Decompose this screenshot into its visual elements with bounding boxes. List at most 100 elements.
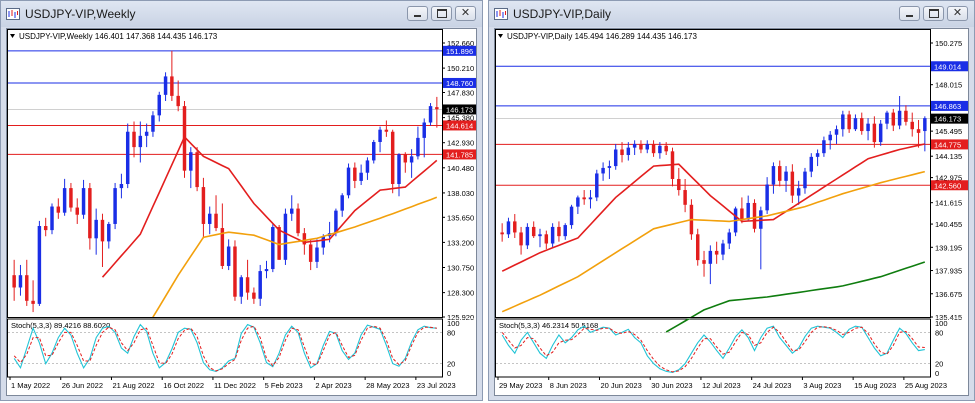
candle-body bbox=[790, 171, 795, 196]
candle-body bbox=[271, 227, 275, 270]
chart-header: USDJPY-VIP,Weekly 146.401 147.368 144.43… bbox=[19, 32, 218, 41]
daily-chart-area[interactable]: USDJPY-VIP,Daily 145.494 146.289 144.435… bbox=[494, 28, 969, 396]
candle bbox=[544, 230, 549, 250]
candle bbox=[607, 160, 612, 179]
candle-body bbox=[207, 213, 212, 224]
candle bbox=[397, 153, 401, 197]
candle-body bbox=[550, 226, 555, 244]
moving-average-line bbox=[152, 196, 438, 318]
candle bbox=[62, 178, 67, 216]
daily-chart[interactable]: USDJPY-VIP,Daily 145.494 146.289 144.435… bbox=[495, 29, 969, 396]
candle-body bbox=[176, 95, 180, 107]
y-tick-label: 144.135 bbox=[935, 152, 962, 161]
candle bbox=[765, 177, 769, 215]
stoch-y-tick: 0 bbox=[447, 369, 451, 378]
y-tick-label: 145.495 bbox=[935, 127, 962, 136]
panel-gap bbox=[7, 318, 476, 319]
daily-maximize-button[interactable] bbox=[923, 6, 944, 21]
y-tick-label: 148.015 bbox=[935, 81, 962, 90]
price-level-tag bbox=[443, 104, 476, 115]
daily-minimize-button[interactable] bbox=[899, 6, 920, 21]
candle bbox=[588, 190, 593, 209]
candle bbox=[746, 195, 750, 222]
daily-close-button[interactable]: ✕ bbox=[947, 6, 968, 21]
candle bbox=[557, 221, 561, 242]
candle-body bbox=[37, 226, 42, 304]
y-tick-label: 136.675 bbox=[935, 290, 962, 299]
candle bbox=[513, 214, 517, 238]
candle-body bbox=[43, 226, 48, 231]
daily-chart-window[interactable]: USDJPY-VIP,Daily ✕ USDJPY-VIP,Daily 145.… bbox=[488, 0, 975, 401]
candle-body bbox=[923, 118, 927, 132]
candle bbox=[828, 131, 832, 150]
candle-body bbox=[384, 129, 389, 132]
candle bbox=[620, 142, 624, 163]
candle bbox=[384, 120, 389, 137]
candle bbox=[613, 143, 618, 170]
weekly-close-button[interactable]: ✕ bbox=[455, 6, 476, 21]
candle bbox=[359, 164, 363, 186]
weekly-chart-window[interactable]: USDJPY-VIP,Weekly ✕ USDJPY-VIP,Weekly 14… bbox=[0, 0, 483, 401]
candle-body bbox=[302, 233, 307, 245]
candle-body bbox=[25, 275, 29, 301]
candle-body bbox=[620, 149, 624, 156]
candle-body bbox=[220, 228, 225, 266]
x-tick-label: 21 Aug 2022 bbox=[112, 381, 154, 390]
candle bbox=[214, 195, 218, 232]
price-level-tag bbox=[931, 139, 968, 150]
candle bbox=[25, 259, 29, 306]
candle bbox=[100, 213, 105, 267]
candle-body bbox=[557, 226, 561, 237]
stoch-signal-line bbox=[501, 326, 925, 373]
candle bbox=[69, 182, 73, 212]
candle-body bbox=[308, 244, 313, 262]
candle-body bbox=[18, 275, 23, 288]
candle-body bbox=[803, 171, 807, 189]
candle bbox=[239, 275, 244, 304]
candle bbox=[872, 116, 877, 148]
weekly-maximize-button[interactable] bbox=[431, 6, 452, 21]
daily-title-bar[interactable]: USDJPY-VIP,Daily ✕ bbox=[489, 1, 974, 27]
y-tick-label: 142.975 bbox=[935, 174, 962, 183]
moving-average-line bbox=[665, 261, 926, 333]
dropdown-triangle-icon bbox=[10, 34, 15, 38]
weekly-chart-area[interactable]: USDJPY-VIP,Weekly 146.401 147.368 144.43… bbox=[6, 28, 477, 396]
candle bbox=[144, 123, 149, 148]
candle bbox=[119, 173, 124, 199]
candle bbox=[563, 223, 567, 240]
candle-body bbox=[525, 226, 530, 246]
candle-body bbox=[702, 260, 706, 264]
candle-body bbox=[56, 206, 61, 213]
candle-body bbox=[340, 195, 344, 211]
weekly-title-bar[interactable]: USDJPY-VIP,Weekly ✕ bbox=[1, 1, 482, 27]
candle-body bbox=[365, 160, 370, 173]
candle-body bbox=[94, 219, 98, 239]
weekly-minimize-button[interactable] bbox=[407, 6, 428, 21]
candle-body bbox=[201, 187, 206, 224]
candle bbox=[500, 223, 504, 242]
moving-average-line bbox=[501, 143, 925, 272]
candle bbox=[163, 72, 168, 101]
candle bbox=[771, 162, 776, 194]
stoch-panel bbox=[7, 318, 443, 378]
candle-body bbox=[538, 234, 542, 237]
chart-window-icon bbox=[494, 8, 508, 20]
candle-body bbox=[290, 208, 294, 214]
candle bbox=[910, 112, 914, 137]
y-tick-label: 138.030 bbox=[447, 189, 474, 198]
stoch-y-tick: 80 bbox=[935, 328, 943, 337]
stoch-label: Stoch(5,3,3) 89.4216 88.6020 bbox=[11, 321, 110, 330]
candle bbox=[201, 177, 206, 239]
price-level-label: 144.775 bbox=[934, 140, 961, 149]
weekly-chart[interactable]: USDJPY-VIP,Weekly 146.401 147.368 144.43… bbox=[7, 29, 477, 396]
candle-body bbox=[639, 143, 643, 150]
candle-body bbox=[258, 271, 262, 299]
price-level-label: 146.173 bbox=[934, 115, 961, 124]
candle-body bbox=[847, 114, 851, 130]
candle bbox=[189, 147, 193, 189]
x-tick-label: 2 Apr 2023 bbox=[315, 381, 351, 390]
candle bbox=[233, 240, 237, 301]
price-level-tag bbox=[443, 149, 476, 160]
candle bbox=[264, 260, 269, 279]
candle-body bbox=[841, 114, 845, 130]
